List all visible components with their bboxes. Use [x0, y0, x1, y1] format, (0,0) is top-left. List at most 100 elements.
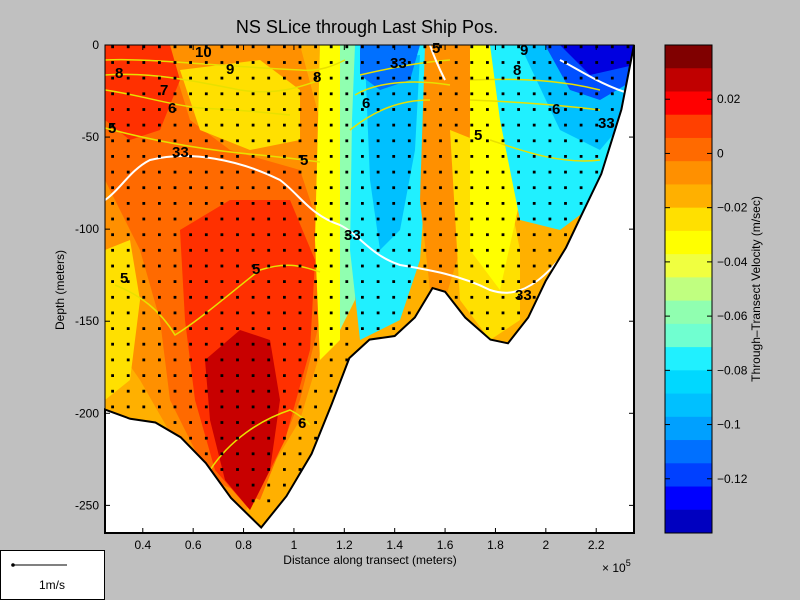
observation-point [111, 108, 114, 111]
colorbar-segment [665, 230, 712, 255]
observation-point [267, 155, 271, 158]
observation-point [329, 139, 333, 143]
observation-point [486, 92, 489, 96]
observation-point [267, 374, 271, 377]
x-tick-label: 0.6 [185, 538, 202, 552]
observation-point [251, 327, 255, 330]
observation-point [423, 61, 427, 64]
observation-point [189, 155, 192, 158]
observation-point [298, 170, 302, 174]
colorbar-segment [665, 207, 712, 232]
observation-point [376, 311, 380, 315]
observation-point [126, 342, 130, 346]
observation-point [345, 264, 349, 268]
observation-point [220, 421, 224, 424]
colorbar-tick-label: −0.02 [717, 201, 748, 215]
observation-point [329, 358, 333, 362]
contour-yellow-8 [354, 81, 451, 96]
observation-point [329, 123, 333, 127]
contour-yellow-12 [489, 139, 601, 162]
observation-point [236, 186, 239, 190]
observation-point [204, 327, 208, 330]
observation-point [111, 295, 114, 299]
observation-point [142, 295, 146, 299]
field-darkred-core [205, 330, 280, 510]
observation-point [189, 76, 192, 80]
contour-label: 6 [552, 101, 560, 118]
contour-label: 5 [252, 261, 260, 278]
observation-point [345, 155, 349, 158]
observation-point [361, 202, 364, 205]
observation-point [267, 327, 271, 330]
observation-point [126, 45, 130, 49]
observation-point [579, 92, 583, 96]
observation-point [517, 217, 520, 221]
contour-label: 6 [298, 415, 306, 432]
observation-point [579, 108, 583, 111]
observation-point [267, 170, 271, 174]
observation-point [189, 217, 192, 221]
observation-point [142, 405, 146, 409]
observation-point [251, 389, 255, 393]
observation-point [251, 295, 255, 299]
observation-point [158, 248, 161, 252]
observation-point [251, 202, 255, 205]
observation-point [158, 76, 161, 80]
observation-point [111, 45, 114, 49]
observation-point [517, 45, 520, 49]
y-tick-label: -50 [82, 130, 100, 144]
observation-point [111, 61, 114, 64]
observation-point [126, 217, 130, 221]
field-lightblue-center [365, 55, 420, 250]
observation-point [454, 186, 458, 190]
observation-point [564, 186, 567, 190]
observation-point [595, 61, 599, 64]
observation-point [142, 155, 146, 158]
x-axis: 0.4 0.6 0.8 1 1.2 1.4 1.6 1.8 2 2.2 [134, 45, 605, 552]
observation-point [501, 233, 505, 237]
observation-point [173, 389, 177, 393]
observation-point [532, 123, 536, 127]
observation-point [532, 202, 536, 205]
contour-yellow-2 [105, 73, 321, 93]
observation-point [470, 92, 474, 96]
observation-point [236, 217, 239, 221]
observation-point [486, 248, 489, 252]
observation-point [220, 76, 224, 80]
observation-point [361, 217, 364, 221]
observation-point [376, 170, 380, 174]
observation-point [251, 139, 255, 143]
observation-point [298, 327, 302, 330]
observation-point [220, 139, 224, 143]
observation-point [126, 170, 130, 174]
observation-point [204, 436, 208, 440]
observation-point [376, 295, 380, 299]
observation-point [345, 123, 349, 127]
observation-point [392, 311, 396, 315]
observation-point [173, 202, 177, 205]
observation-point [329, 264, 333, 268]
observation-point [189, 421, 192, 424]
colorbar-segment [665, 393, 712, 418]
observation-point [142, 358, 146, 362]
observation-point [189, 45, 192, 49]
contour-yellow-4 [105, 127, 321, 163]
observation-point [470, 311, 474, 315]
observation-point [189, 139, 192, 143]
observation-point [392, 170, 396, 174]
observation-point [204, 155, 208, 158]
observation-point [283, 327, 286, 330]
observation-point [267, 468, 271, 471]
observation-point [470, 233, 474, 237]
observation-point [595, 76, 599, 80]
observation-point [298, 421, 302, 424]
observation-point [486, 295, 489, 299]
contour-label: 6 [168, 100, 176, 117]
observation-point [376, 76, 380, 80]
observation-point [314, 358, 317, 362]
observation-point [267, 452, 271, 456]
observation-point [486, 280, 489, 283]
contour-lines [105, 45, 634, 471]
observation-point [236, 436, 239, 440]
plot-frame [104, 44, 635, 534]
